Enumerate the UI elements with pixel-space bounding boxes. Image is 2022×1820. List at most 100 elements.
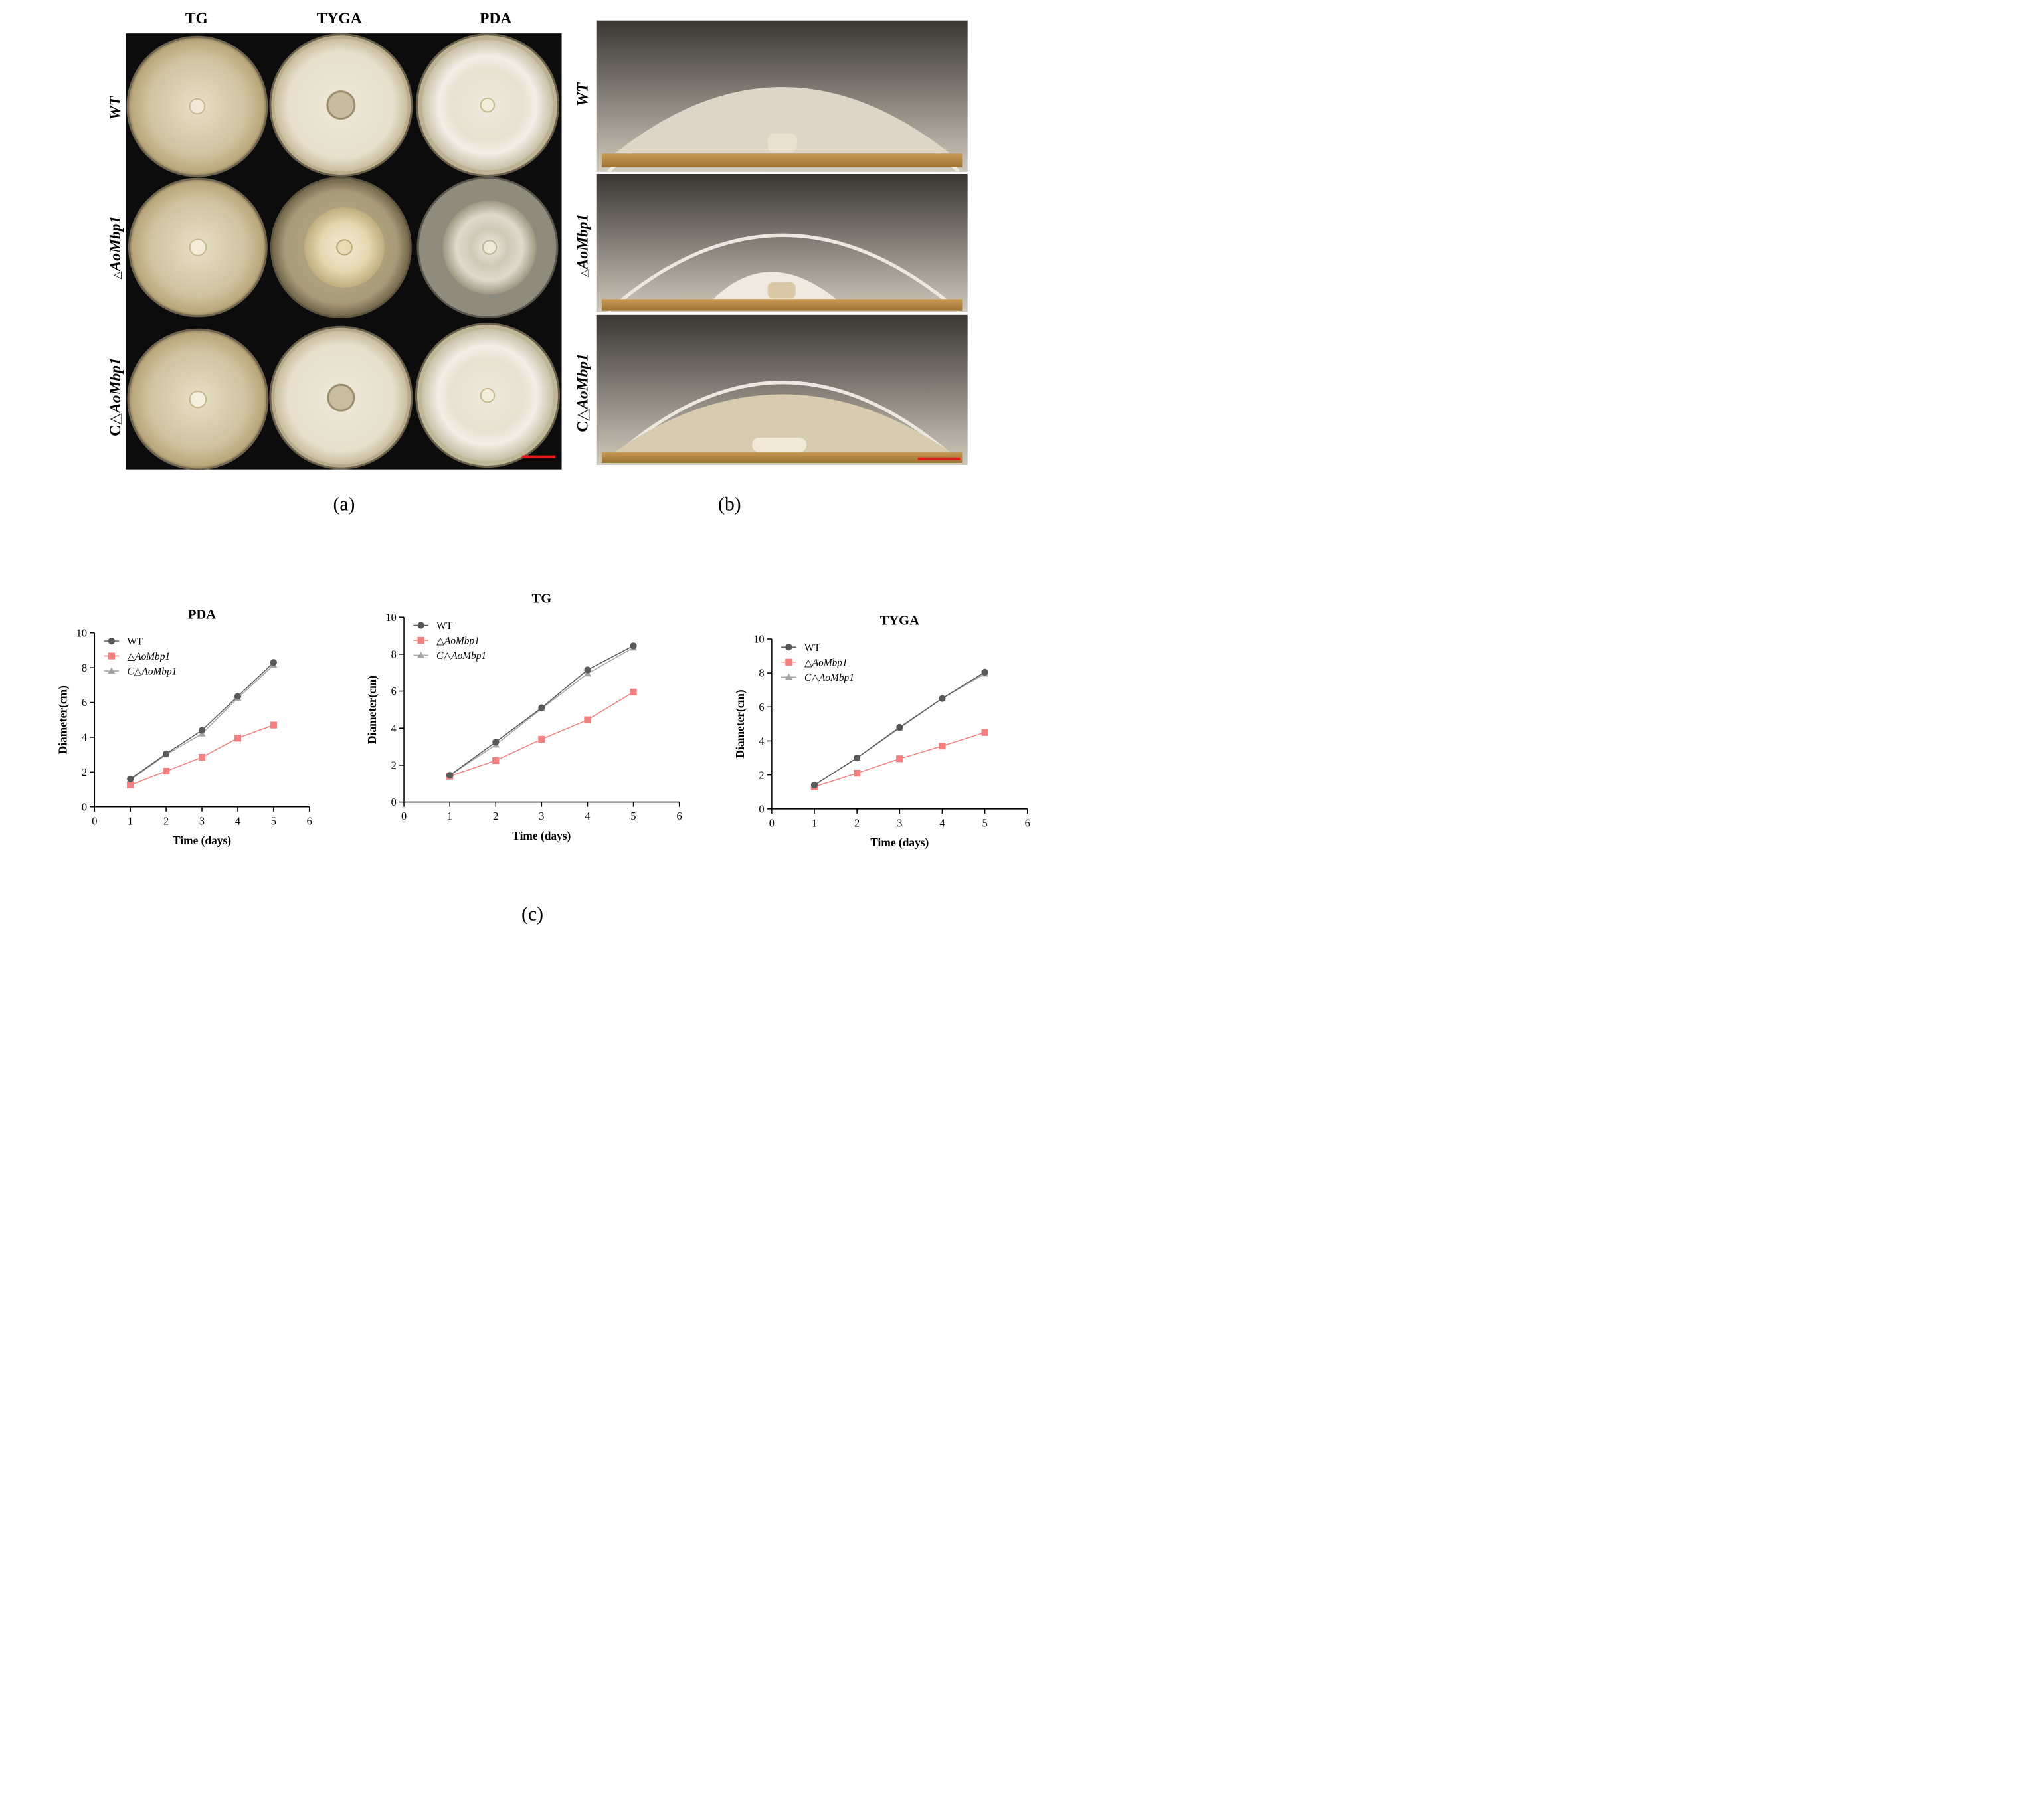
series-wt-point <box>939 695 946 702</box>
mycelium-side-complement <box>614 394 951 452</box>
row-label-prefix: △ <box>112 271 123 279</box>
y-tick-label: 0 <box>391 796 397 808</box>
agar-strip <box>601 299 963 311</box>
y-axis-label: Diameter(cm) <box>56 685 69 754</box>
x-tick-label: 2 <box>493 810 498 822</box>
row-label-mutant: △AoMbp1 <box>107 216 124 279</box>
row-label-complement: C△AoMbp1 <box>107 357 124 436</box>
y-tick-label: 4 <box>391 722 397 735</box>
y-tick-label: 10 <box>385 611 396 624</box>
chart-pda: 0 1 2 3 4 5 6 0 2 4 6 8 10 PDA Time (days) Diameter(cm)… <box>56 607 312 847</box>
legend-marker <box>417 651 425 658</box>
x-tick-label: 5 <box>630 810 636 822</box>
mycelium-side-wt <box>614 86 951 154</box>
series-complement-line <box>449 647 634 776</box>
series-mutant-point <box>981 729 988 736</box>
series-mutant-point <box>270 721 277 729</box>
y-tick-label: 8 <box>391 648 397 661</box>
side-row-label-mutant: △AoMbp1 <box>574 214 591 277</box>
agar-strip <box>601 153 963 167</box>
y-tick-label: 6 <box>391 685 397 697</box>
y-tick-label: 2 <box>759 769 764 781</box>
x-tick-label: 1 <box>447 810 452 822</box>
x-tick-label: 0 <box>401 810 407 822</box>
series-wt-point <box>584 666 591 674</box>
legend-marker <box>417 636 424 644</box>
series-wt-point <box>981 668 988 676</box>
agar-strip <box>601 452 963 463</box>
chart-title: TG <box>532 592 552 606</box>
dish-rim <box>607 233 961 313</box>
series-mutant-point <box>939 743 946 750</box>
series-mutant-point <box>538 735 545 743</box>
chart-title: TYGA <box>880 613 919 628</box>
column-header-tg: TG <box>185 10 208 27</box>
chart-tg: 0 1 2 3 4 5 6 0 2 4 6 8 10 TG Time (days) Diameter(cm) W… <box>366 592 682 842</box>
y-axis-label: Diameter(cm) <box>366 676 379 744</box>
colony-plug-side <box>767 133 797 153</box>
legend-label: △AoMbp1 <box>127 651 170 662</box>
series-mutant-point <box>584 716 591 723</box>
x-tick-label: 0 <box>92 814 97 827</box>
dish-rim <box>607 381 961 464</box>
panel-b-photo-stack <box>596 20 968 465</box>
y-tick-label: 6 <box>759 701 764 713</box>
side-row-label-complement: C△AoMbp1 <box>574 353 591 432</box>
row-label-prefix: △ <box>579 269 590 277</box>
series-mutant-point <box>896 755 903 763</box>
series-wt-point <box>162 750 170 757</box>
chart-tyga: 0 1 2 3 4 5 6 0 2 4 6 8 10 TYGA Time (days) Diameter(cm… <box>734 613 1030 849</box>
legend-marker <box>108 652 115 660</box>
colony-plug <box>326 90 356 120</box>
legend-marker <box>108 667 116 674</box>
x-tick-label: 4 <box>235 814 240 827</box>
y-tick-label: 2 <box>391 759 397 772</box>
series-wt-line <box>130 662 274 780</box>
panel-b-label: (b) <box>718 494 741 515</box>
colony-plug <box>189 98 206 115</box>
x-tick-label: 2 <box>854 816 860 829</box>
column-header-pda: PDA <box>480 10 511 27</box>
y-axis-label: Diameter(cm) <box>734 689 747 758</box>
y-tick-label: 10 <box>753 633 764 646</box>
y-tick-label: 0 <box>759 802 764 815</box>
y-tick-label: 10 <box>76 626 87 639</box>
x-tick-label: 1 <box>812 816 817 829</box>
scale-bar <box>522 455 556 458</box>
x-axis-label: Time (days) <box>870 836 929 849</box>
chart-title: PDA <box>188 607 216 622</box>
panel-c-label: (c) <box>521 904 543 925</box>
colony-plug-side <box>767 282 796 299</box>
x-tick-label: 1 <box>128 814 133 827</box>
x-axis-label: Time (days) <box>173 834 231 847</box>
x-tick-label: 5 <box>982 816 988 829</box>
y-tick-label: 8 <box>759 667 764 680</box>
series-mutant-point <box>234 735 242 742</box>
series-wt-point <box>896 723 903 731</box>
series-wt-point <box>854 754 861 762</box>
x-axis-label: Time (days) <box>512 830 571 842</box>
legend-label: WT <box>127 636 143 648</box>
legend-label: WT <box>804 642 820 654</box>
colony-plug <box>336 239 353 256</box>
row-label-prefix: C△ <box>107 412 124 436</box>
series-wt-point <box>198 727 206 734</box>
row-label-prefix: C△ <box>574 409 591 432</box>
legend-label: △AoMbp1 <box>804 657 848 668</box>
series-wt-point <box>234 693 242 700</box>
panel-a-label: (a) <box>333 494 355 515</box>
x-tick-label: 6 <box>307 814 312 827</box>
y-tick-label: 4 <box>82 731 87 744</box>
x-tick-label: 4 <box>585 810 590 822</box>
figure: TG TYGA PDA WT △AoMbp1 C△AoMbp1 (a) WT △… <box>56 10 1030 925</box>
y-tick-label: 8 <box>82 662 87 674</box>
series-wt-point <box>127 775 134 782</box>
panel-a-photo-grid <box>126 33 562 470</box>
colony-plug <box>482 240 498 255</box>
row-label-gene: AoMbp1 <box>574 353 591 410</box>
legend-marker <box>784 673 793 680</box>
x-tick-label: 5 <box>271 814 276 827</box>
row-label-gene: AoMbp1 <box>107 357 124 414</box>
colony-plug <box>327 383 355 412</box>
row-label-wt: WT <box>107 95 124 120</box>
